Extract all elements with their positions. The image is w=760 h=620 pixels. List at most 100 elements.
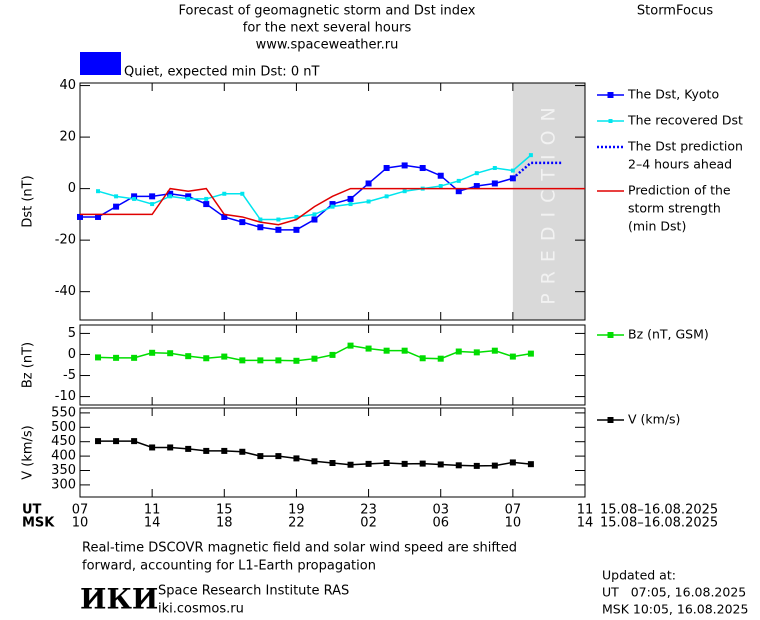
marker (528, 153, 533, 158)
y-tick-label: 450 (51, 434, 76, 449)
y-axis-label: Dst (nT) (21, 175, 36, 227)
x2-tick-label: 22 (288, 516, 305, 531)
status-label: Quiet, expected min Dst: 0 nT (124, 65, 319, 80)
marker (419, 165, 426, 172)
legend-marker (607, 332, 614, 338)
marker (185, 193, 192, 200)
marker (275, 226, 282, 233)
marker (347, 195, 354, 202)
y-tick-label: 20 (59, 130, 76, 145)
marker (473, 462, 480, 469)
marker (492, 166, 497, 171)
marker (456, 178, 461, 183)
x2-tick-label: 10 (505, 516, 522, 531)
marker (311, 458, 318, 465)
marker (438, 184, 443, 189)
marker (131, 354, 138, 361)
marker (401, 162, 408, 169)
legend-label: storm strength (628, 201, 721, 216)
marker (257, 453, 264, 460)
series-line (512, 161, 563, 180)
x-tick-label: 15 (216, 503, 233, 518)
y-tick-label: 40 (59, 78, 76, 93)
x-tick-label: 11 (577, 503, 594, 518)
marker (419, 355, 426, 362)
marker (221, 353, 228, 360)
marker (132, 196, 137, 201)
marker (293, 455, 300, 462)
legend-label: The Dst, Kyoto (627, 87, 719, 102)
y-tick-label: 5 (68, 326, 76, 341)
plot-frame (79, 82, 586, 321)
marker (491, 347, 498, 354)
y-tick-label: 400 (51, 449, 76, 464)
x-tick-label: 07 (505, 503, 522, 518)
x-tick-label: 03 (432, 503, 449, 518)
marker (185, 353, 192, 360)
marker (221, 447, 228, 454)
site: iki.cosmos.ru (158, 602, 244, 617)
logo: ИКИ (80, 583, 158, 616)
marker (257, 357, 264, 364)
marker (365, 345, 372, 352)
legend-label: V (km/s) (628, 412, 680, 427)
marker (203, 447, 210, 454)
x2-tick-label: 02 (360, 516, 377, 531)
status-swatch (80, 52, 121, 75)
marker (239, 219, 246, 226)
updated-ut: UT 07:05, 16.08.2025 (602, 585, 746, 600)
y-tick-label: 0 (68, 181, 76, 196)
marker (258, 217, 263, 222)
marker (204, 196, 209, 201)
marker (186, 196, 191, 201)
marker (455, 188, 462, 195)
plot-frame (79, 407, 586, 498)
y-tick-label: -5 (63, 368, 76, 383)
x-tick-label: 11 (144, 503, 161, 518)
marker (240, 191, 245, 196)
marker (510, 168, 515, 173)
legend-label: (min Dst) (628, 219, 686, 234)
legend-marker (607, 417, 614, 423)
date-range: 15.08–16.08.2025 (600, 503, 718, 518)
legend-marker (608, 119, 613, 123)
legend-label: The Dst prediction (627, 139, 743, 154)
marker (509, 353, 516, 360)
marker (185, 445, 192, 452)
marker (384, 194, 389, 199)
marker (276, 217, 281, 222)
updated-msk: MSK 10:05, 16.08.2025 (602, 602, 748, 617)
marker (113, 203, 120, 210)
marker (167, 444, 174, 451)
marker (401, 460, 408, 467)
marker (95, 438, 102, 445)
marker (312, 212, 317, 217)
marker (95, 354, 102, 361)
marker (348, 202, 353, 207)
marker (294, 214, 299, 219)
marker (474, 171, 479, 176)
marker (491, 462, 498, 469)
marker (257, 224, 264, 231)
marker (473, 349, 480, 356)
marker (419, 460, 426, 467)
marker (275, 357, 282, 364)
marker (96, 189, 101, 194)
institute: Space Research Institute RAS (158, 584, 349, 599)
footer-note: forward, accounting for L1-Earth propaga… (82, 559, 376, 574)
marker (437, 172, 444, 179)
x2-tick-label: 18 (216, 516, 233, 531)
prediction-region (512, 83, 585, 320)
marker (150, 202, 155, 207)
y-tick-label: 350 (51, 463, 76, 478)
marker (366, 199, 371, 204)
marker (149, 444, 156, 451)
marker (509, 459, 516, 466)
marker (383, 460, 390, 467)
marker (275, 453, 282, 460)
y-tick-label: 0 (68, 347, 76, 362)
marker (131, 193, 138, 200)
marker (293, 357, 300, 364)
y-axis-label: Bz (nT) (21, 342, 36, 388)
brand: StormFocus (637, 4, 713, 19)
